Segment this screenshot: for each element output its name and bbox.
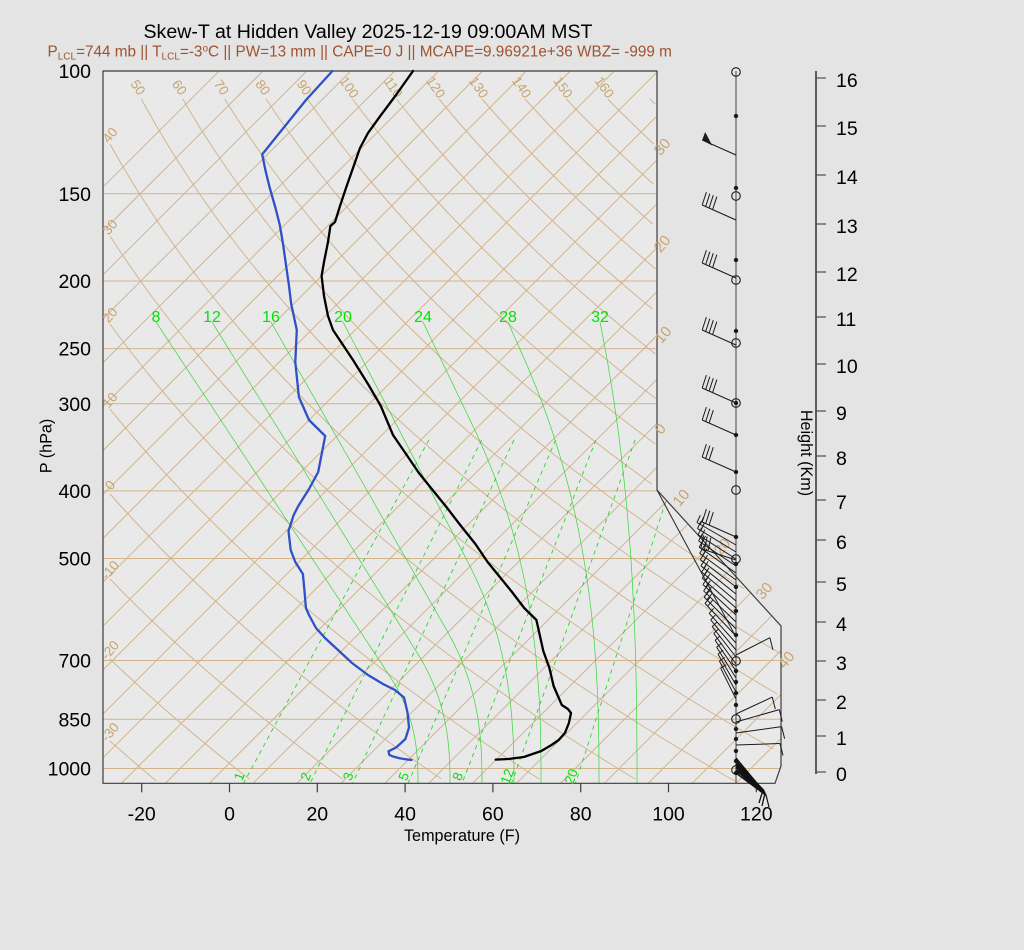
svg-text:20: 20: [306, 803, 328, 825]
svg-text:20: 20: [334, 309, 352, 326]
svg-text:10: 10: [99, 390, 120, 411]
svg-text:20: 20: [562, 767, 581, 786]
svg-text:9: 9: [836, 403, 847, 425]
svg-text:Height (Km): Height (Km): [797, 410, 815, 496]
svg-text:250: 250: [58, 339, 91, 361]
svg-text:70: 70: [211, 77, 232, 98]
svg-text:-20: -20: [128, 803, 156, 825]
svg-text:200: 200: [58, 271, 91, 293]
svg-text:7: 7: [836, 492, 847, 514]
svg-text:12: 12: [498, 767, 517, 786]
svg-text:700: 700: [58, 651, 91, 673]
svg-text:8: 8: [836, 448, 847, 470]
svg-text:40: 40: [99, 125, 120, 146]
svg-text:500: 500: [58, 549, 91, 571]
svg-text:15: 15: [836, 118, 858, 140]
svg-text:11: 11: [836, 309, 856, 331]
svg-text:30: 30: [99, 217, 120, 238]
svg-text:Skew-T at Hidden Valley 2025-1: Skew-T at Hidden Valley 2025-12-19 09:00…: [143, 21, 592, 43]
svg-text:12: 12: [203, 309, 221, 326]
svg-text:80: 80: [252, 77, 273, 98]
svg-text:40: 40: [394, 803, 416, 825]
svg-text:80: 80: [570, 803, 592, 825]
svg-text:24: 24: [414, 309, 432, 326]
svg-text:8: 8: [152, 309, 161, 326]
svg-text:P (hPa): P (hPa): [38, 419, 56, 474]
svg-text:28: 28: [499, 309, 517, 326]
svg-text:13: 13: [836, 216, 858, 238]
svg-text:10: 10: [836, 356, 858, 378]
svg-text:Temperature (F): Temperature (F): [404, 827, 520, 845]
svg-text:120: 120: [740, 803, 773, 825]
svg-text:32: 32: [591, 309, 609, 326]
svg-text:6: 6: [836, 532, 847, 554]
svg-text:850: 850: [58, 709, 91, 731]
svg-text:90: 90: [294, 77, 315, 98]
svg-text:5: 5: [836, 574, 847, 596]
svg-text:100: 100: [652, 803, 685, 825]
svg-text:300: 300: [58, 394, 91, 416]
svg-text:20: 20: [99, 305, 120, 326]
svg-text:1000: 1000: [48, 759, 92, 781]
svg-text:PLCL=744 mb || TLCL=-3oC || PW: PLCL=744 mb || TLCL=-3oC || PW=13 mm || …: [48, 44, 672, 63]
svg-text:60: 60: [169, 77, 190, 98]
svg-text:1: 1: [836, 728, 847, 750]
svg-text:16: 16: [836, 70, 858, 92]
svg-text:14: 14: [836, 167, 858, 189]
svg-text:0: 0: [836, 764, 847, 786]
svg-text:2: 2: [836, 692, 847, 714]
svg-text:100: 100: [58, 61, 91, 83]
svg-text:400: 400: [58, 481, 91, 503]
svg-text:12: 12: [836, 264, 858, 286]
svg-text:4: 4: [836, 614, 847, 636]
svg-text:150: 150: [58, 184, 91, 206]
svg-text:16: 16: [262, 309, 280, 326]
svg-text:50: 50: [128, 77, 149, 98]
svg-text:0: 0: [224, 803, 235, 825]
svg-text:60: 60: [482, 803, 504, 825]
svg-text:3: 3: [836, 653, 847, 675]
